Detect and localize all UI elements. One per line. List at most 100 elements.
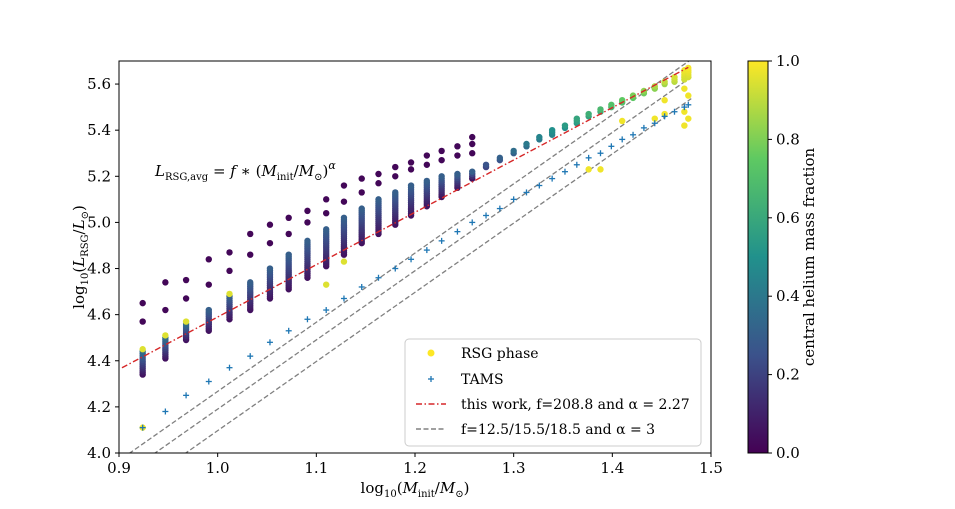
rsg-point xyxy=(454,170,461,178)
rsg-point xyxy=(671,73,678,81)
svg-text:log10(Minit/M⊙): log10(Minit/M⊙) xyxy=(361,479,470,500)
rsg-point xyxy=(608,101,615,109)
rsg-point xyxy=(685,115,692,122)
y-tick-label: 5.4 xyxy=(87,121,111,139)
rsg-point xyxy=(681,85,688,92)
rsg-point xyxy=(438,156,445,164)
rsg-point xyxy=(205,256,212,263)
legend-marker-rsg xyxy=(427,349,435,357)
x-tick-label: 0.9 xyxy=(107,459,131,477)
rsg-point xyxy=(597,166,604,173)
tams-point xyxy=(585,154,592,161)
rsg-point xyxy=(205,281,212,288)
tams-point xyxy=(423,247,430,254)
rsg-point xyxy=(392,173,399,180)
x-tick-label: 1.2 xyxy=(403,459,427,477)
rsg-point xyxy=(469,150,476,157)
rsg-point xyxy=(561,122,569,129)
svg-text:central helium mass fraction: central helium mass fraction xyxy=(800,147,818,366)
rsg-point xyxy=(407,159,415,166)
tams-point xyxy=(496,205,503,212)
tams-point xyxy=(454,228,461,235)
tams-point xyxy=(304,316,311,323)
rsg-point xyxy=(536,133,543,141)
rsg-point xyxy=(548,126,556,134)
y-tick-label: 5.6 xyxy=(87,75,111,93)
tams-point xyxy=(561,168,568,175)
x-tick-label: 1.3 xyxy=(502,459,526,477)
tams-point xyxy=(408,256,415,263)
rsg-point xyxy=(661,97,668,104)
rsg-point xyxy=(358,189,365,196)
tams-point xyxy=(469,219,476,226)
tams-point xyxy=(640,124,647,131)
legend-box xyxy=(404,338,702,447)
rsg-point xyxy=(375,180,382,187)
x-axis-label: log10(Minit/M⊙) xyxy=(361,479,470,500)
rsg-point xyxy=(585,166,592,173)
rsg-point xyxy=(438,147,445,155)
rsg-point xyxy=(340,182,348,189)
legend-label-rsg: RSG phase xyxy=(461,346,539,362)
y-tick-label: 4.2 xyxy=(87,398,111,416)
rsg-point xyxy=(139,299,146,307)
rsg-point xyxy=(510,147,517,155)
rsg-point xyxy=(392,189,399,196)
colorbar-tick-label: 1.0 xyxy=(776,52,800,70)
y-tick-label: 4.8 xyxy=(87,260,111,278)
colorbar-label: central helium mass fraction xyxy=(800,147,818,366)
rsg-point xyxy=(285,214,292,221)
rsg-point xyxy=(247,279,254,286)
rsg-point xyxy=(304,207,311,215)
x-axis-ticks: 0.9 1.0 1.1 1.2 1.3 1.4 1.5 xyxy=(107,453,723,477)
rsg-point xyxy=(182,318,190,325)
rsg-point xyxy=(247,230,254,238)
tams-point xyxy=(523,189,530,196)
rsg-point xyxy=(681,108,688,115)
tams-point xyxy=(358,283,365,290)
rsg-point xyxy=(469,140,476,148)
tams-point xyxy=(630,131,637,138)
fit-line xyxy=(121,66,689,369)
rsg-point xyxy=(139,346,146,353)
rsg-point xyxy=(323,281,330,288)
legend-marker-tams xyxy=(428,376,434,382)
rsg-point xyxy=(162,306,169,314)
tams-point xyxy=(681,104,688,111)
colorbar-tick-label: 0.8 xyxy=(776,130,800,148)
tams-point xyxy=(205,378,212,385)
y-tick-label: 5.2 xyxy=(87,167,111,185)
rsg-point xyxy=(423,152,431,159)
y-axis-ticks: 4.0 4.2 4.4 4.6 4.8 5.0 5.2 5.4 5.6 xyxy=(87,75,119,462)
rsg-point xyxy=(285,251,292,258)
rsg-point xyxy=(182,276,190,284)
rsg-point xyxy=(423,177,431,185)
x-tick-label: 1.4 xyxy=(600,459,624,477)
svg-text:LRSG,avg = f ∗ (Minit/M⊙)α: LRSG,avg = f ∗ (Minit/M⊙)α xyxy=(154,159,336,183)
tams-point xyxy=(266,339,273,346)
rsg-point xyxy=(226,249,233,256)
rsg-point xyxy=(304,219,311,226)
tams-point xyxy=(549,175,556,182)
rsg-point xyxy=(523,140,530,148)
y-tick-label: 4.0 xyxy=(87,444,111,462)
tams-point xyxy=(392,265,399,272)
rsg-point xyxy=(340,258,348,265)
tams-point xyxy=(483,212,490,219)
rsg-point xyxy=(619,117,626,125)
tams-point xyxy=(536,182,543,189)
tams-point xyxy=(226,364,233,371)
colorbar-tick-label: 0.0 xyxy=(776,444,800,462)
rsg-point xyxy=(358,205,365,212)
reference-line-3 xyxy=(128,61,691,453)
rsg-point xyxy=(247,251,254,258)
legend-label-reference: f=12.5/15.5/18.5 and α = 3 xyxy=(461,422,655,438)
rsg-point xyxy=(226,267,233,275)
legend-label-fit: this work, f=208.8 and α = 2.27 xyxy=(461,397,690,413)
colorbar-tick-label: 0.6 xyxy=(776,209,800,227)
rsg-point xyxy=(681,122,688,129)
rsg-point xyxy=(496,154,504,162)
tams-point xyxy=(162,408,169,415)
rsg-point xyxy=(597,106,604,113)
